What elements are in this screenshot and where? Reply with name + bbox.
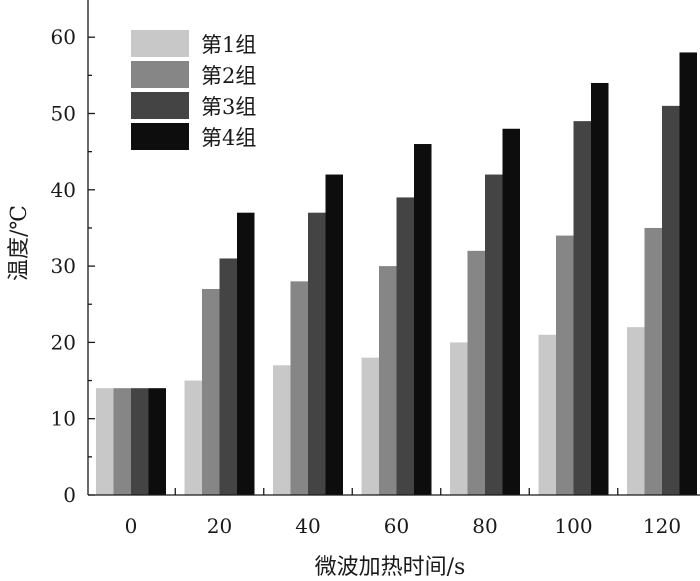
bar-series1-cat-120 (627, 327, 645, 495)
bar-series4-cat-100 (591, 82, 609, 495)
bar-series4-cat-80 (502, 128, 520, 495)
y-tick-label: 50 (51, 102, 76, 126)
bar-series4-cat-20 (237, 212, 255, 495)
bars-layer (96, 52, 697, 496)
x-tick-label: 40 (295, 514, 320, 538)
y-ticks: 0 10 20 30 40 50 60 (51, 25, 95, 507)
bar-series1-cat-0 (96, 388, 114, 495)
legend-swatch-series3 (131, 92, 189, 119)
legend-label-series4: 第4组 (201, 126, 256, 150)
bar-series2-cat-0 (113, 388, 131, 495)
axes-layer (87, 0, 700, 496)
bar-series1-cat-20 (184, 380, 202, 495)
x-tick-label: 120 (643, 514, 681, 538)
legend-label-series2: 第2组 (201, 64, 256, 88)
y-tick-label: 0 (63, 483, 76, 507)
legend-swatch-series2 (131, 61, 189, 88)
bar-series3-cat-120 (662, 105, 680, 496)
x-ticks: 0 20 40 60 80 100 120 (125, 488, 681, 538)
legend-label-series1: 第1组 (201, 33, 256, 57)
bar-series4-cat-120 (679, 52, 697, 496)
bar-series1-cat-100 (538, 334, 556, 495)
x-axis-title: 微波加热时间/s (315, 555, 466, 580)
x-tick-label: 60 (384, 514, 409, 538)
y-tick-label: 10 (51, 407, 76, 431)
x-tick-label: 20 (207, 514, 232, 538)
bar-series1-cat-60 (361, 357, 379, 495)
bar-series2-cat-80 (467, 250, 485, 495)
bar-series4-cat-0 (148, 388, 166, 495)
bar-series2-cat-20 (202, 288, 220, 495)
legend-label-series3: 第3组 (201, 95, 256, 119)
bar-series3-cat-40 (308, 212, 326, 495)
x-tick-label: 0 (125, 514, 138, 538)
y-axis-title: 温度/℃ (7, 205, 32, 281)
bar-series3-cat-0 (131, 388, 149, 495)
y-tick-label: 20 (51, 330, 76, 354)
bar-series1-cat-80 (450, 342, 468, 495)
legend-swatch-series4 (131, 123, 189, 150)
x-tick-label: 100 (554, 514, 592, 538)
y-tick-label: 60 (51, 25, 76, 49)
bar-series3-cat-100 (573, 121, 591, 495)
bar-series3-cat-80 (485, 174, 503, 496)
bar-series2-cat-40 (290, 281, 308, 495)
bar-series2-cat-100 (556, 235, 574, 495)
bar-series4-cat-60 (414, 144, 432, 495)
bar-series3-cat-20 (219, 258, 237, 495)
bar-series2-cat-60 (379, 266, 397, 495)
y-tick-label: 30 (51, 254, 76, 278)
y-tick-label: 40 (51, 178, 76, 202)
bar-series1-cat-40 (273, 365, 291, 495)
bar-series2-cat-120 (644, 227, 662, 495)
bar-series4-cat-40 (325, 174, 343, 496)
x-tick-label: 80 (472, 514, 497, 538)
legend-swatch-series1 (131, 30, 189, 57)
bar-series3-cat-60 (396, 197, 414, 495)
